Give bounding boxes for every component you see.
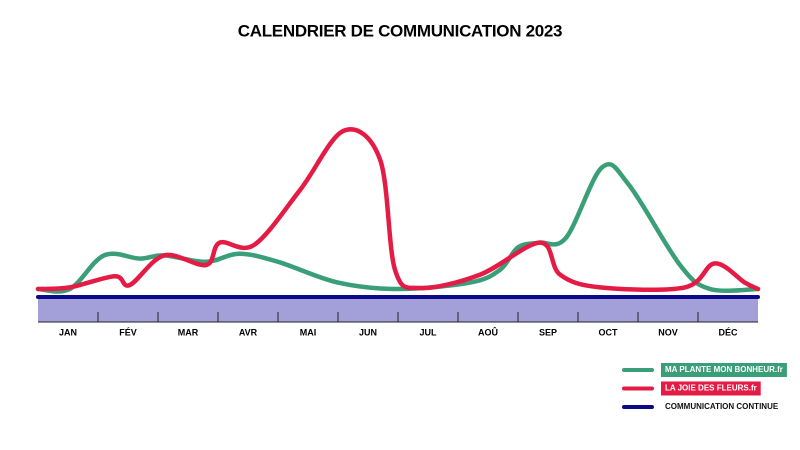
x-tick-label: JAN: [59, 327, 77, 337]
x-tick-label: FÉV: [119, 327, 137, 337]
x-tick-label: MAI: [300, 327, 317, 337]
legend-label-bg: [661, 363, 787, 377]
legend: MA PLANTE MON BONHEUR.fr LA JOIE DES FLEU…: [622, 363, 787, 411]
x-tick-label: SEP: [539, 327, 557, 337]
x-tick-label: MAR: [178, 327, 199, 337]
x-tick-label: AOÛ: [478, 326, 498, 337]
x-tick-label: JUN: [359, 327, 377, 337]
x-tick-label: OCT: [599, 327, 619, 337]
x-tick-label: AVR: [239, 327, 258, 337]
x-tick-label: DÉC: [718, 327, 738, 337]
legend-label-bg: [661, 381, 761, 396]
legend-label: MA PLANTE MON BONHEUR.fr: [665, 365, 783, 374]
legend-label: COMMUNICATION CONTINUE: [665, 402, 779, 411]
x-tick-label: JUL: [419, 327, 437, 337]
axis: JAN FÉV MAR AVR MAI JUN JUL AOÛ SEP OCT NOV DÉC: [38, 298, 758, 337]
series-line: [35, 127, 761, 292]
chart-title: CALENDRIER DE COMMUNICATION 2023: [238, 21, 562, 40]
x-tick-label: NOV: [658, 327, 678, 337]
legend-label: LA JOIE DES FLEURS.fr: [665, 384, 757, 393]
plot: [35, 127, 761, 299]
